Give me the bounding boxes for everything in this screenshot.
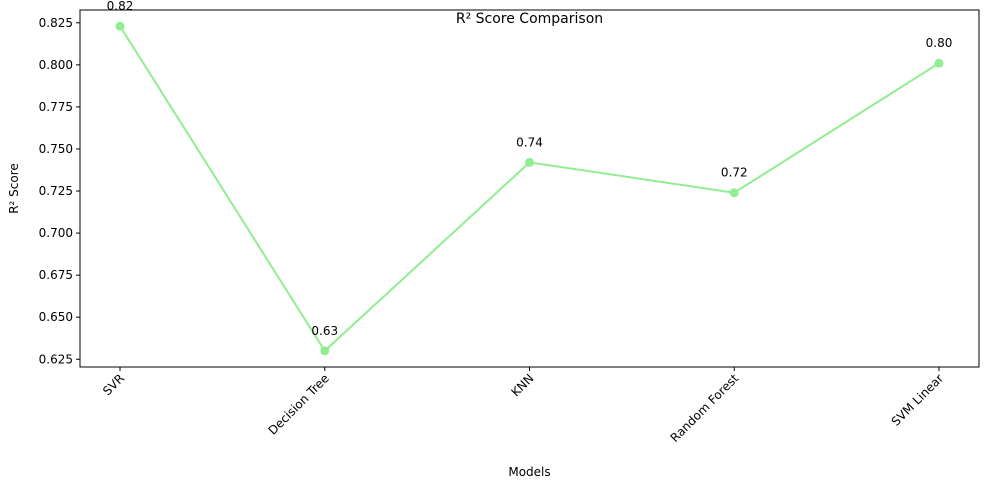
y-tick-label: 0.825 [39,16,73,30]
x-tick-label: KNN [508,371,536,399]
plot-background [80,10,979,367]
data-point [320,346,330,356]
x-axis-title: Models [508,465,550,479]
y-tick-label: 0.725 [39,184,73,198]
x-tick-label: SVR [100,371,127,398]
data-label: 0.63 [311,324,338,338]
x-tick-label: Decision Tree [265,371,331,437]
data-label: 0.80 [926,36,953,50]
data-label: 0.74 [516,135,543,149]
plot-frame [79,9,980,368]
chart-title: R² Score Comparison [456,11,603,27]
y-tick-label: 0.650 [39,310,73,324]
y-tick-label: 0.800 [39,58,73,72]
data-point [934,58,944,68]
y-axis-title: R² Score [7,163,21,214]
x-axis-ticks: SVR Decision Tree KNN Random Forest SVM Line… [100,367,946,445]
data-point [115,21,125,31]
y-tick-label: 0.750 [39,142,73,156]
y-tick-label: 0.700 [39,226,73,240]
data-label: 0.72 [721,166,748,180]
data-point [525,157,534,167]
y-tick-label: 0.675 [39,268,73,282]
x-tick-label: SVM Linear [889,371,947,429]
data-label: 0.82 [107,0,134,13]
y-tick-label: 0.775 [39,100,73,114]
x-tick-label: Random Forest [668,371,742,445]
y-tick-label: 0.625 [39,352,73,366]
y-axis-ticks: 0.625 0.650 0.675 0.700 0.725 0.750 0.775 0.800… [39,16,80,366]
data-points [115,21,944,356]
data-point [729,188,739,198]
